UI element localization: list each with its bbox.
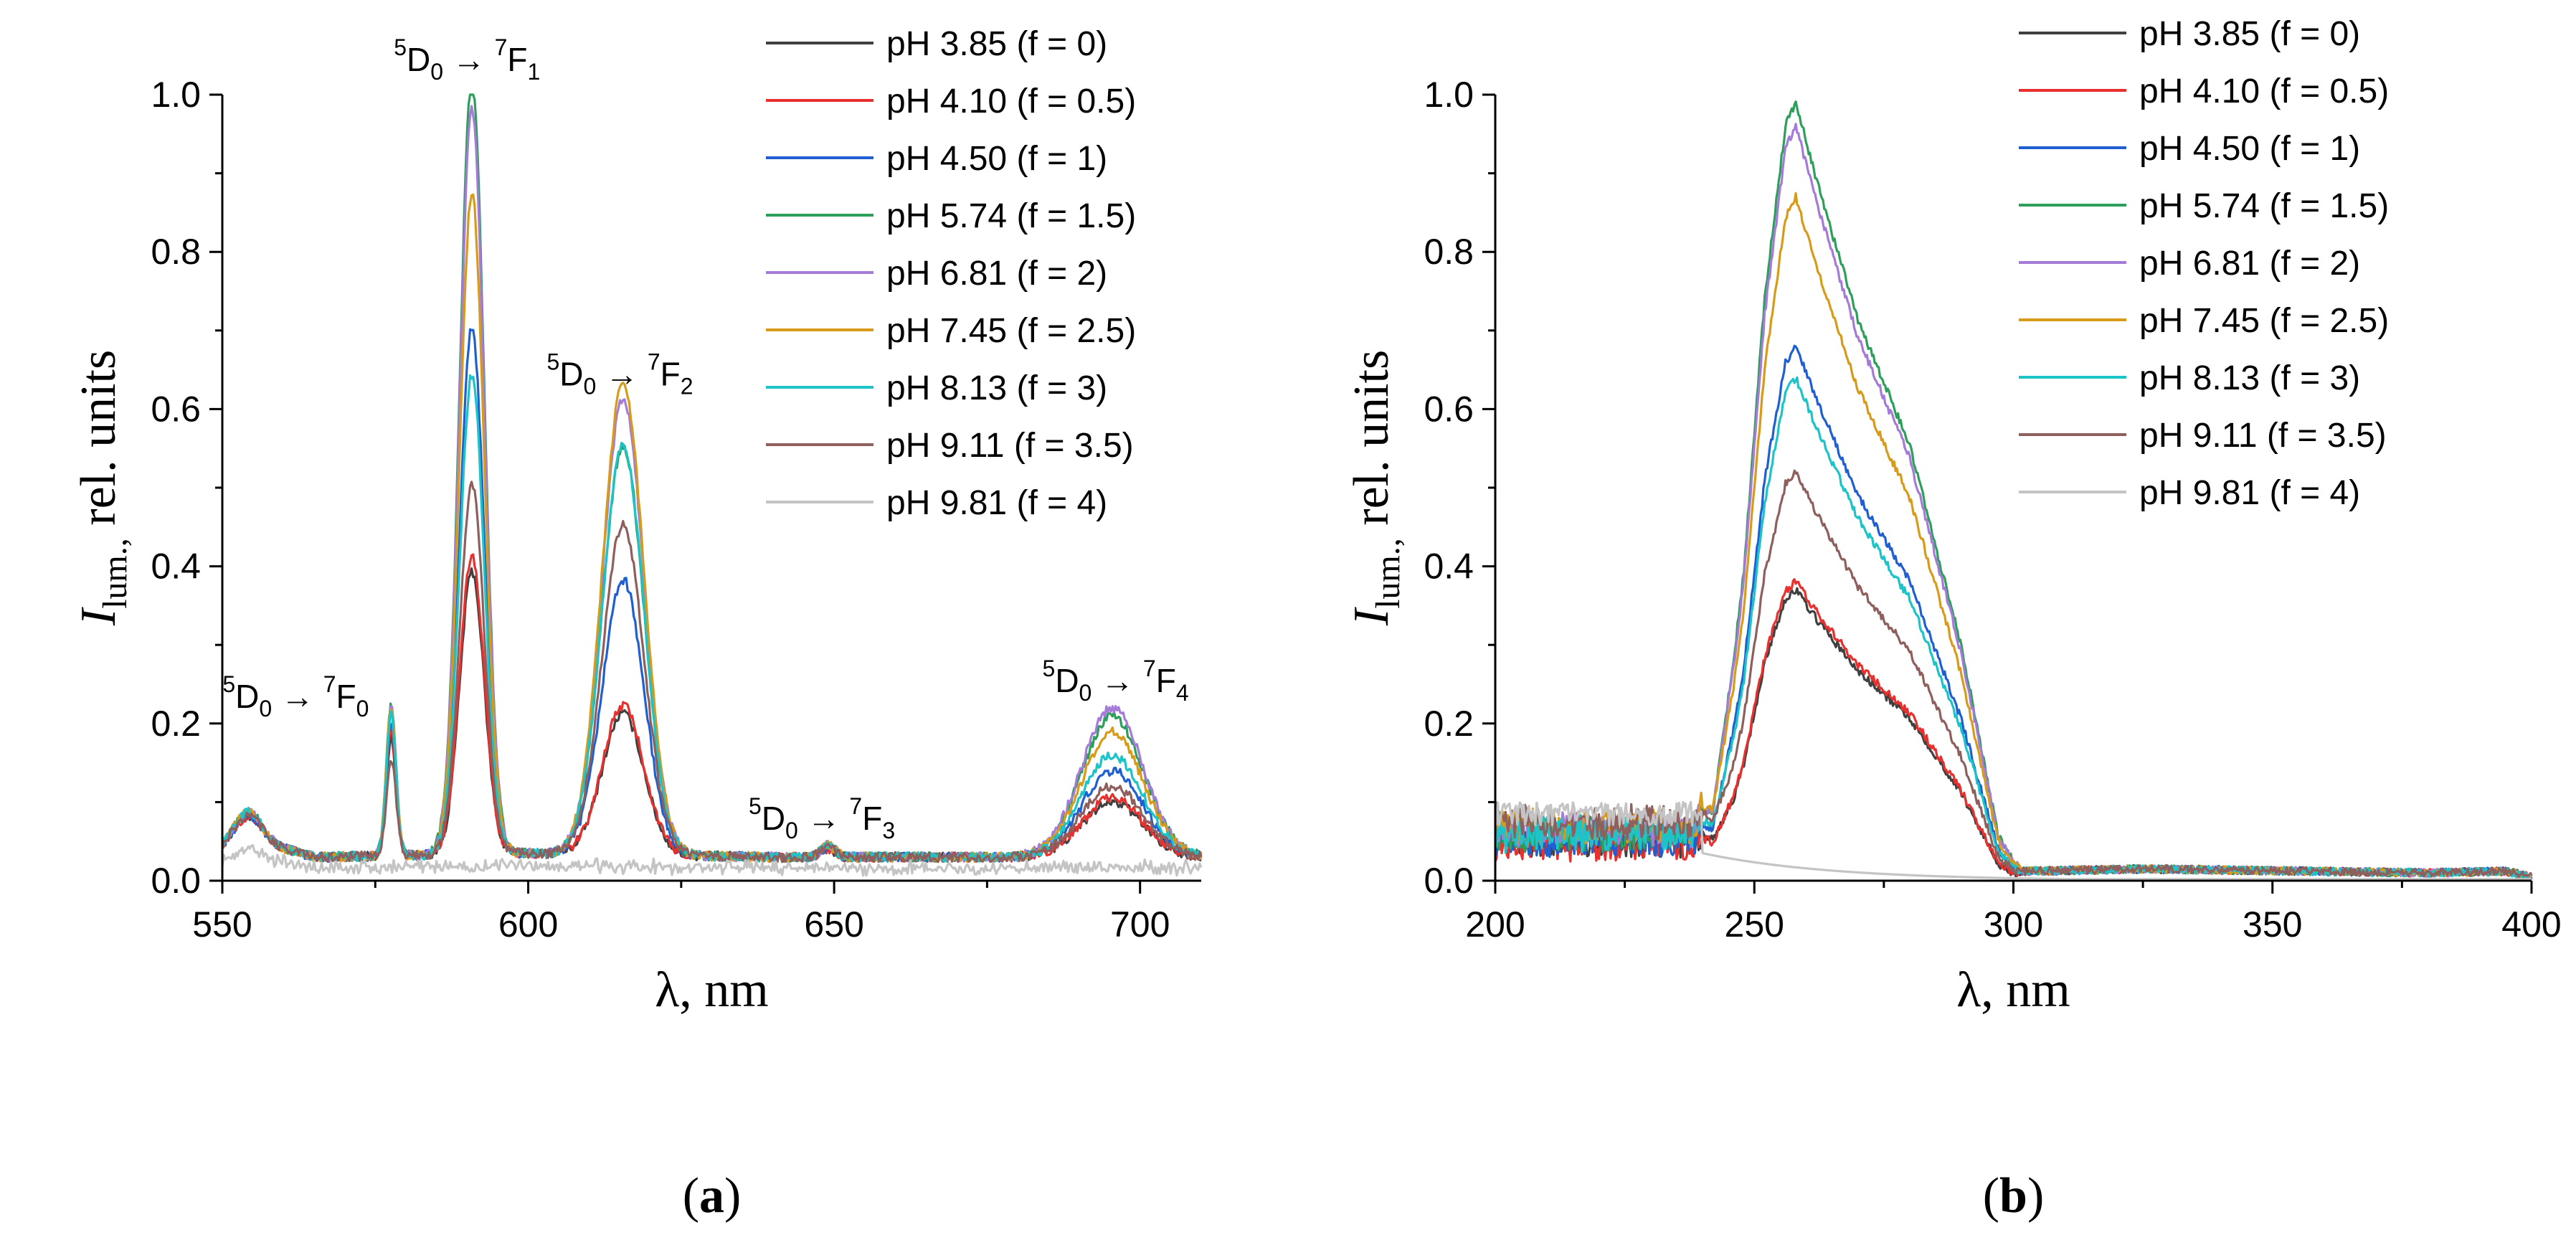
legend: pH 3.85 (f = 0) pH 4.10 (f = 0.5) pH 4.50 … bbox=[2019, 15, 2389, 512]
y-axis-subscript: lum., bbox=[96, 538, 134, 609]
x-tick-label: 600 bbox=[498, 904, 558, 945]
transition-label: 5D0 → 7F1 bbox=[394, 34, 540, 85]
legend-label: pH 9.11 (f = 3.5) bbox=[886, 427, 1134, 465]
panel-label: (a) bbox=[683, 1168, 742, 1224]
legend-label: pH 4.10 (f = 0.5) bbox=[886, 82, 1136, 120]
legend-label: pH 5.74 (f = 1.5) bbox=[2139, 187, 2389, 225]
series-line-4 bbox=[1494, 123, 2533, 880]
transition-annotations: 5D0 → 7F0 5D0 → 7F1 5D0 → 7F2 5D0 → 7F3 5D0 … bbox=[222, 34, 1188, 843]
legend-label: pH 4.50 (f = 1) bbox=[2139, 130, 2360, 168]
panel-label: (b) bbox=[1983, 1168, 2045, 1224]
legend: pH 3.85 (f = 0) pH 4.10 (f = 0.5) pH 4.50 … bbox=[766, 25, 1136, 522]
legend-label: pH 3.85 (f = 0) bbox=[2139, 15, 2360, 53]
series-line-2 bbox=[221, 328, 1203, 863]
x-axis-title: λ, nm bbox=[1956, 962, 2070, 1018]
legend-label: pH 9.11 (f = 3.5) bbox=[2139, 417, 2387, 455]
y-tick-label: 0.2 bbox=[151, 704, 201, 744]
legend-label: pH 3.85 (f = 0) bbox=[886, 25, 1107, 63]
series-line-7 bbox=[221, 481, 1203, 863]
x-tick-label: 250 bbox=[1725, 904, 1784, 945]
transition-label: 5D0 → 7F4 bbox=[1043, 656, 1189, 706]
x-tick-label: 700 bbox=[1110, 904, 1170, 945]
legend-label: pH 4.50 (f = 1) bbox=[886, 140, 1107, 178]
y-axis-units: rel. units bbox=[1344, 350, 1399, 538]
series-line-1 bbox=[221, 553, 1203, 863]
y-tick-label: 0.6 bbox=[151, 389, 201, 429]
series-lines bbox=[1494, 100, 2533, 881]
legend-label: pH 8.13 (f = 3) bbox=[886, 369, 1107, 407]
legend-label: pH 6.81 (f = 2) bbox=[886, 255, 1107, 293]
series-line-0 bbox=[221, 567, 1202, 863]
y-axis-symbol: I bbox=[1344, 606, 1399, 626]
y-tick-label: 0.6 bbox=[1424, 389, 1474, 429]
legend-label: pH 6.81 (f = 2) bbox=[2139, 245, 2360, 283]
y-tick-label: 0.0 bbox=[151, 861, 201, 901]
series-line-8 bbox=[221, 844, 1203, 877]
x-tick-label: 400 bbox=[2501, 904, 2561, 945]
y-axis-title: Ilum., rel. units bbox=[71, 350, 134, 626]
transition-label: 5D0 → 7F2 bbox=[546, 349, 693, 399]
legend-label: pH 7.45 (f = 2.5) bbox=[2139, 302, 2389, 340]
y-axis-subscript: lum., bbox=[1369, 538, 1407, 609]
legend-label: pH 8.13 (f = 3) bbox=[2139, 359, 2360, 397]
series-line-8 bbox=[1495, 800, 2532, 881]
legend-label: pH 9.81 (f = 4) bbox=[886, 484, 1107, 522]
y-axis-units: rel. units bbox=[71, 350, 126, 538]
x-tick-label: 350 bbox=[2243, 904, 2302, 945]
y-tick-label: 0.4 bbox=[151, 546, 201, 587]
x-tick-label: 550 bbox=[192, 904, 252, 945]
legend-label: pH 9.81 (f = 4) bbox=[2139, 474, 2360, 512]
y-tick-label: 1.0 bbox=[1424, 75, 1474, 115]
legend-label: pH 7.45 (f = 2.5) bbox=[886, 312, 1136, 350]
panel-a-chart: 550 600 650 700 0.0 0.2 0.4 0.6 0.8 1.0 λ, nm Ilum.… bbox=[71, 25, 1203, 1224]
y-axis-title: Ilum., rel. units bbox=[1344, 350, 1407, 626]
y-tick-label: 0.2 bbox=[1424, 704, 1474, 744]
y-tick-label: 1.0 bbox=[151, 75, 201, 115]
legend-label: pH 4.10 (f = 0.5) bbox=[2139, 72, 2389, 110]
series-line-5 bbox=[1494, 191, 2532, 881]
x-tick-label: 650 bbox=[804, 904, 863, 945]
y-tick-label: 0.4 bbox=[1424, 546, 1474, 587]
y-axis-symbol: I bbox=[71, 606, 126, 626]
y-tick-label: 0.8 bbox=[151, 232, 201, 272]
series-line-5 bbox=[221, 193, 1203, 863]
series-lines bbox=[221, 93, 1203, 877]
transition-label: 5D0 → 7F3 bbox=[749, 793, 895, 843]
y-tick-label: 0.8 bbox=[1424, 232, 1474, 272]
x-tick-label: 200 bbox=[1465, 904, 1525, 945]
y-tick-label: 0.0 bbox=[1424, 861, 1474, 901]
transition-label: 5D0 → 7F0 bbox=[222, 671, 369, 721]
x-tick-label: 300 bbox=[1984, 904, 2043, 945]
x-axis-title: λ, nm bbox=[655, 962, 768, 1018]
panel-b-chart: 200 250 300 350 400 0.0 0.2 0.4 0.6 0.8 1.0 λ, nm Il… bbox=[1344, 15, 2562, 1224]
series-line-7 bbox=[1494, 469, 2532, 879]
legend-label: pH 5.74 (f = 1.5) bbox=[886, 197, 1136, 235]
